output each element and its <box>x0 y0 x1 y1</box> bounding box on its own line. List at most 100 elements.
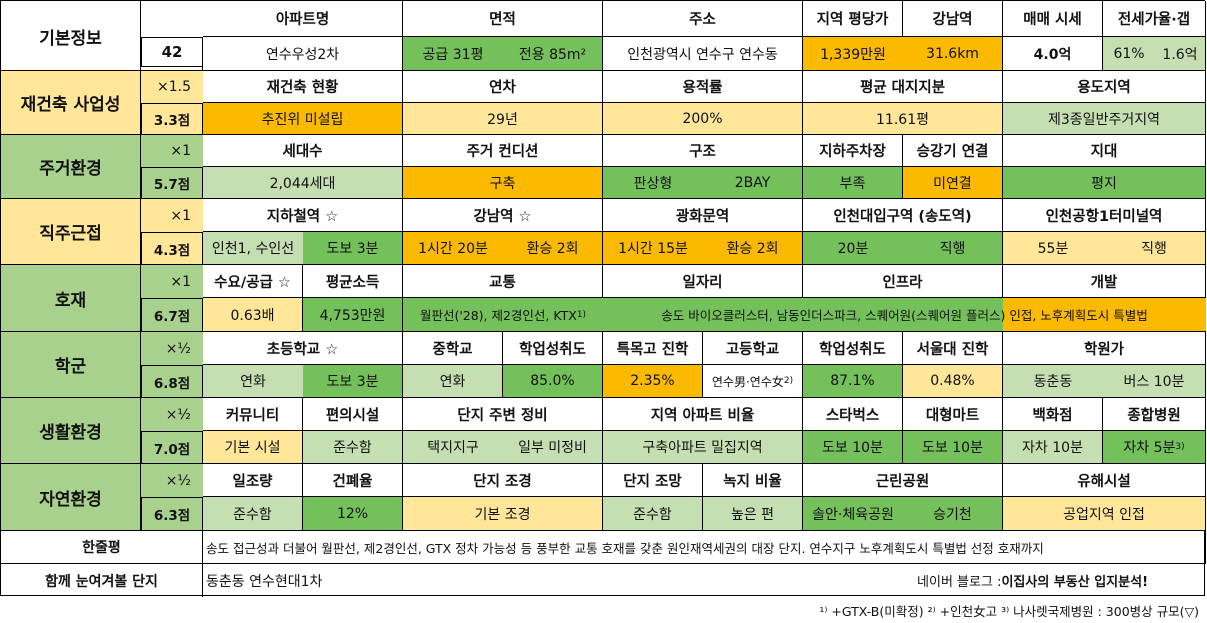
jeonse-gap: 1.6억 <box>1155 37 1206 71</box>
header-zoning: 용도지역 <box>1003 71 1206 103</box>
jobs-infra-dev: 송도 바이오클러스터, 남동인더스파크, 스퀘어원(스퀘어원 플러스) 인접, … <box>603 298 1206 332</box>
subway-lines: 인천1, 수인선 <box>203 232 303 265</box>
header-income: 평균소득 <box>303 265 403 298</box>
jeonse-ratio: 61% <box>1103 37 1155 71</box>
header-to-incheon-univ: 인천대입구역 (송도역) <box>803 199 1003 232</box>
header-special-high: 특목고 진학 <box>603 332 703 365</box>
price-per-pyeong: 1,339만원 <box>803 37 903 71</box>
section-nature: 자연환경 <box>1 464 141 531</box>
hospital-text: 자차 5분 <box>1123 440 1176 456</box>
residential-score: 5.7점 <box>141 167 203 199</box>
blog-name: 이집사의 부동산 입지분석! <box>1001 575 1148 590</box>
header-subway: 지하철역 ☆ <box>203 199 403 232</box>
header-coverage: 건폐율 <box>303 464 403 497</box>
school-score: 6.8점 <box>141 365 203 398</box>
header-age: 연차 <box>403 71 603 103</box>
high-achievement: 87.1% <box>803 365 903 398</box>
related-label: 함께 눈여겨볼 단지 <box>1 564 203 597</box>
parking: 부족 <box>803 167 903 199</box>
header-jobs: 일자리 <box>603 265 803 298</box>
header-department-store: 백화점 <box>1003 398 1103 431</box>
gangnam-distance: 31.6km <box>903 37 1003 71</box>
school-multiplier: ×½ <box>141 332 203 365</box>
header-jeonse-ratio: 전세가율·갭 <box>1103 1 1206 37</box>
header-floor-area-ratio: 용적률 <box>603 71 803 103</box>
complex-number: 42 <box>141 37 203 67</box>
gangnam-transfers: 환승 2회 <box>503 232 603 265</box>
header-address: 주소 <box>603 1 803 37</box>
landscaping: 기본 조경 <box>403 497 603 531</box>
header-transport: 교통 <box>403 265 603 298</box>
terrain: 평지 <box>1003 167 1206 199</box>
incheon-univ-time: 20분 <box>803 232 903 265</box>
view: 준수함 <box>603 497 703 531</box>
elementary-walk: 도보 3분 <box>303 365 403 398</box>
transport-plans-text: 월판선('28), 제2경인선, KTX <box>419 308 577 323</box>
floor-area-ratio: 200% <box>603 103 803 135</box>
living-score: 7.0점 <box>141 431 203 464</box>
park-2: 승기천 <box>903 497 1003 531</box>
surroundings-type: 택지지구 <box>403 431 503 464</box>
high-school: 연수男·연수女 2) <box>703 365 803 398</box>
amenities: 준수함 <box>303 431 403 464</box>
header-view: 단지 조망 <box>603 464 703 497</box>
hospital: 자차 5분 3) <box>1103 431 1206 464</box>
gwanghwamun-transfers: 환승 2회 <box>703 232 803 265</box>
middle-name: 연화 <box>403 365 503 398</box>
header-to-airport: 인천공항1터미널역 <box>1003 199 1206 232</box>
gangnam-time: 1시간 20분 <box>403 232 503 265</box>
header-to-gangnam: 강남역 ☆ <box>403 199 603 232</box>
green-ratio: 높은 편 <box>703 497 803 531</box>
header-dev: 개발 <box>1003 265 1206 298</box>
header-land-share: 평균 대지지분 <box>803 71 1003 103</box>
apartment-name: 연수우성2차 <box>203 37 403 71</box>
nature-score: 6.3점 <box>141 497 203 531</box>
blog-prefix: 네이버 블로그 : <box>917 575 1002 590</box>
park-1: 솔안·체육공원 <box>803 497 903 531</box>
structure-bay: 2BAY <box>703 167 803 199</box>
community: 기본 시설 <box>203 431 303 464</box>
header-snu: 서울대 진학 <box>903 332 1003 365</box>
summary-text: 송도 접근성과 더불어 월판선, 제2경인선, GTX 정차 가능성 등 풍부한… <box>203 531 1206 564</box>
header-parking: 지하주차장 <box>803 135 903 167</box>
address: 인천광역시 연수구 연수동 <box>603 37 803 71</box>
rebuild-status: 추진위 미설립 <box>203 103 403 135</box>
header-households: 세대수 <box>203 135 403 167</box>
header-community: 커뮤니티 <box>203 398 303 431</box>
living-multiplier: ×½ <box>141 398 203 431</box>
header-apartment-name: 아파트명 <box>203 1 403 37</box>
apt-ratio: 구축아파트 밀집지역 <box>603 431 803 464</box>
airport-time: 55분 <box>1003 232 1103 265</box>
header-landscaping: 단지 조경 <box>403 464 603 497</box>
blog-credit: 네이버 블로그 : 이집사의 부동산 입지분석! <box>843 564 1206 597</box>
airport-transfers: 직행 <box>1103 232 1206 265</box>
header-price-per-pyeong: 지역 평당가 <box>803 1 903 37</box>
footnote-ref-1: 1) <box>576 309 587 320</box>
header-middle: 중학교 <box>403 332 503 365</box>
development-multiplier: ×1 <box>141 265 203 298</box>
commute-multiplier: ×1 <box>141 199 203 232</box>
mart: 도보 10분 <box>903 431 1003 464</box>
land-share: 11.61평 <box>803 103 1003 135</box>
header-sale-price: 매매 시세 <box>1003 1 1103 37</box>
incheon-univ-transfers: 직행 <box>903 232 1003 265</box>
section-living: 생활환경 <box>1 398 141 464</box>
header-sunlight: 일조량 <box>203 464 303 497</box>
rebuild-score: 3.3점 <box>141 103 203 135</box>
elementary-name: 연화 <box>203 365 303 398</box>
academy-bus: 버스 10분 <box>1103 365 1206 398</box>
section-rebuild: 재건축 사업성 <box>1 71 141 135</box>
section-development: 호재 <box>1 265 141 332</box>
zoning: 제3종일반주거지역 <box>1003 103 1206 135</box>
header-gangnam-station: 강남역 <box>903 1 1003 37</box>
surroundings-state: 일부 미정비 <box>503 431 603 464</box>
header-mart: 대형마트 <box>903 398 1003 431</box>
section-commute: 직주근접 <box>1 199 141 265</box>
header-apt-ratio: 지역 아파트 비율 <box>603 398 803 431</box>
hazard: 공업지역 인접 <box>1003 497 1206 531</box>
structure-type: 판상형 <box>603 167 703 199</box>
footnote-ref-3: 3) <box>1175 442 1185 452</box>
header-starbucks: 스타벅스 <box>803 398 903 431</box>
header-supply-demand: 수요/공급 ☆ <box>203 265 303 298</box>
section-residential: 주거환경 <box>1 135 141 199</box>
